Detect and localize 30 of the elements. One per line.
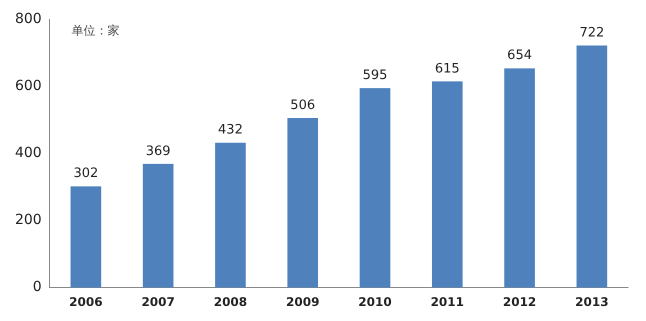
data-label: 654 (507, 48, 532, 64)
data-label: 506 (290, 98, 316, 113)
data-label: 615 (434, 61, 460, 76)
annotation: 单位：家 (72, 24, 120, 38)
y-tick-label: 0 (32, 279, 42, 296)
bar (215, 142, 246, 288)
x-tick-label: 2009 (286, 294, 320, 309)
bar (70, 186, 102, 288)
data-label: 302 (73, 166, 98, 182)
y-tick-label: 600 (14, 78, 42, 94)
y-tick-label: 200 (14, 212, 42, 228)
x-tick-label: 2007 (141, 294, 175, 309)
bar (287, 118, 318, 288)
bar (504, 68, 535, 288)
x-tick-label: 2011 (430, 294, 464, 309)
y-tick-label: 800 (14, 11, 42, 28)
data-label: 595 (362, 68, 388, 83)
y-tick-label: 400 (14, 145, 42, 162)
bar (576, 46, 608, 288)
x-tick-label: 2010 (358, 294, 392, 309)
bar (432, 81, 463, 288)
data-label: 369 (146, 144, 171, 159)
x-tick-label: 2012 (502, 294, 536, 309)
x-tick-label: 2006 (69, 294, 103, 309)
bar (360, 88, 390, 288)
data-label: 722 (579, 25, 604, 40)
x-tick-label: 2008 (214, 294, 248, 309)
x-tick-label: 2013 (575, 294, 609, 309)
bar (142, 164, 174, 288)
data-label: 432 (218, 122, 243, 138)
